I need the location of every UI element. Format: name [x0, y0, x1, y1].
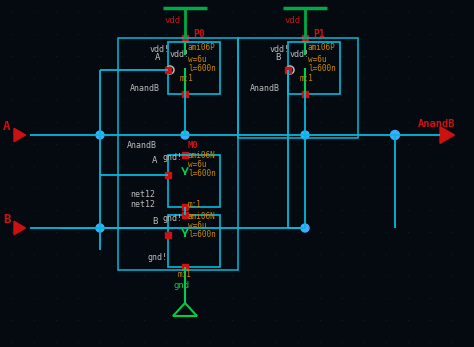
- Circle shape: [166, 66, 174, 74]
- Bar: [182, 264, 188, 270]
- Text: AnandB: AnandB: [418, 119, 456, 129]
- Polygon shape: [14, 128, 26, 142]
- Text: A: A: [152, 156, 157, 165]
- Text: vdd!: vdd!: [270, 45, 290, 54]
- Circle shape: [96, 224, 104, 232]
- Bar: [165, 232, 171, 238]
- Text: m:1: m:1: [178, 270, 192, 279]
- Text: vdd: vdd: [165, 16, 181, 25]
- Circle shape: [301, 131, 309, 139]
- Bar: [168, 215, 220, 267]
- Text: gnd!: gnd!: [163, 153, 183, 162]
- Text: m:1: m:1: [180, 74, 194, 83]
- Text: gnd!: gnd!: [163, 214, 183, 223]
- Circle shape: [181, 131, 189, 139]
- Circle shape: [96, 131, 104, 139]
- Text: B: B: [275, 53, 281, 62]
- Text: ami06N: ami06N: [188, 151, 216, 160]
- Polygon shape: [14, 221, 26, 235]
- Text: P0: P0: [193, 29, 205, 39]
- Text: ami06P: ami06P: [188, 43, 216, 52]
- Text: vdd: vdd: [285, 16, 301, 25]
- Bar: [182, 35, 188, 41]
- Text: A: A: [3, 120, 10, 133]
- Bar: [168, 42, 220, 94]
- Text: l=600n: l=600n: [188, 230, 216, 239]
- Text: m:1: m:1: [300, 74, 314, 83]
- Text: gnd: gnd: [174, 281, 190, 290]
- Text: m:1: m:1: [188, 200, 202, 209]
- Bar: [302, 35, 308, 41]
- Text: w=6u: w=6u: [188, 160, 207, 169]
- Polygon shape: [440, 127, 455, 143]
- Text: B: B: [152, 217, 157, 226]
- Text: l=600n: l=600n: [188, 64, 216, 73]
- Text: net12: net12: [130, 190, 155, 199]
- Text: ami06P: ami06P: [308, 43, 336, 52]
- Circle shape: [301, 224, 309, 232]
- Circle shape: [391, 130, 400, 139]
- Text: AnandB: AnandB: [127, 141, 157, 150]
- Bar: [302, 91, 308, 97]
- Bar: [238, 38, 358, 138]
- Bar: [182, 152, 188, 158]
- Text: vdd!: vdd!: [150, 45, 170, 54]
- Bar: [165, 67, 171, 73]
- Bar: [182, 212, 188, 218]
- Text: M0: M0: [188, 141, 199, 150]
- Text: vdd!: vdd!: [290, 50, 310, 59]
- Text: w=6u: w=6u: [188, 221, 207, 230]
- Text: vdd!: vdd!: [170, 50, 190, 59]
- Text: w=6u: w=6u: [308, 55, 327, 64]
- Text: AnandB: AnandB: [250, 84, 280, 93]
- Text: w=6u: w=6u: [188, 55, 207, 64]
- Bar: [118, 38, 238, 270]
- Text: l=600n: l=600n: [188, 169, 216, 178]
- Text: AnandB: AnandB: [130, 84, 160, 93]
- Text: P1: P1: [313, 29, 325, 39]
- Bar: [288, 42, 340, 94]
- Bar: [165, 172, 171, 178]
- Text: B: B: [3, 213, 10, 226]
- Text: net12: net12: [130, 200, 155, 209]
- Text: ami06N: ami06N: [188, 212, 216, 221]
- Bar: [168, 155, 220, 207]
- Circle shape: [286, 66, 294, 74]
- Text: gnd!: gnd!: [148, 253, 168, 262]
- Bar: [182, 204, 188, 210]
- Text: l=600n: l=600n: [308, 64, 336, 73]
- Bar: [182, 91, 188, 97]
- Text: A: A: [155, 53, 160, 62]
- Bar: [285, 67, 291, 73]
